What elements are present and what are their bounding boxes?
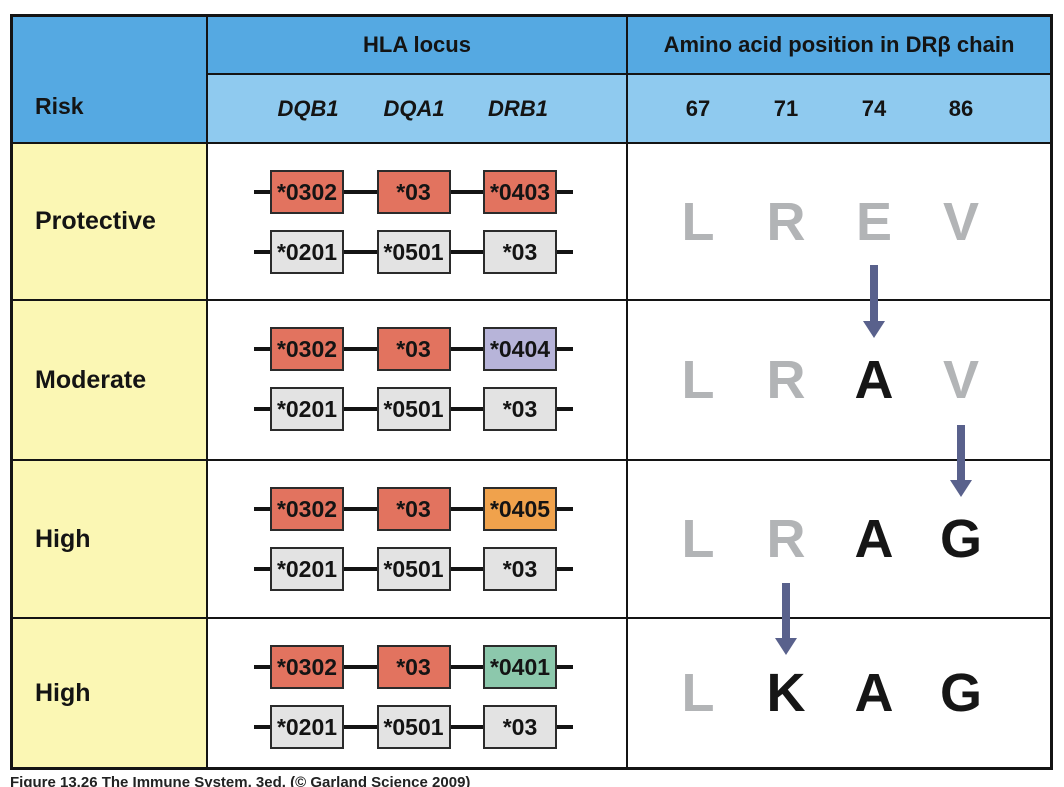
arrow-head-icon <box>950 480 972 497</box>
amino-acid-letter: R <box>766 350 806 410</box>
mutation-arrow-position-71 <box>775 583 797 655</box>
allele-box: *03 <box>483 230 557 274</box>
amino-acid-letter: L <box>681 350 715 410</box>
amino-position-header: Amino acid position in DRβ chain <box>628 17 1050 75</box>
allele-box: *0302 <box>270 170 344 214</box>
haplotype-top: *0302 *03 *0401 <box>254 645 573 689</box>
amino-acid-cell-high-2: L K A G <box>628 619 1050 767</box>
arrow-shaft <box>870 265 878 321</box>
risk-label: Protective <box>35 207 156 235</box>
allele-box: *0501 <box>376 705 451 749</box>
allele-box: *0401 <box>483 645 557 689</box>
risk-hla-table: Risk HLA locus Amino acid position in DR… <box>10 14 1053 770</box>
amino-acid-letter: V <box>942 350 980 410</box>
locus-label-drb1: DRB1 <box>488 95 548 121</box>
allele-box: *0501 <box>376 387 451 431</box>
allele-box: *03 <box>376 327 451 371</box>
risk-column-header: Risk <box>13 17 208 144</box>
allele-box: *0404 <box>483 327 557 371</box>
haplotype-bottom: *0201 *0501 *03 <box>254 387 573 431</box>
amino-acid-letter: A <box>854 663 894 723</box>
allele-box: *0501 <box>376 547 451 591</box>
hla-locus-header: HLA locus <box>208 17 628 75</box>
risk-label: Moderate <box>35 365 147 394</box>
amino-acid-letter: R <box>766 191 806 252</box>
haplotype-bottom: *0201 *0501 *03 <box>254 230 573 274</box>
allele-box: *03 <box>483 547 557 591</box>
amino-acid-letter: L <box>681 191 715 252</box>
haplotype-top: *0302 *03 *0404 <box>254 327 573 371</box>
amino-acid-letter: K <box>766 663 806 723</box>
allele-box: *0501 <box>376 230 451 274</box>
locus-label-dqa1: DQA1 <box>383 95 445 121</box>
risk-cell-protective: Protective <box>13 144 208 301</box>
amino-acid-letter: G <box>939 663 983 723</box>
allele-box: *0201 <box>270 705 344 749</box>
hla-locus-label: HLA locus <box>363 32 471 57</box>
allele-box: *0201 <box>270 387 344 431</box>
haplotype-cell-protective: *0302 *03 *0403 *0201 *0501 *03 <box>208 144 628 301</box>
haplotype-cell-high-2: *0302 *03 *0401 *0201 *0501 *03 <box>208 619 628 767</box>
arrow-head-icon <box>775 638 797 655</box>
amino-acid-letter: R <box>766 509 806 569</box>
haplotype-bottom: *0201 *0501 *03 <box>254 547 573 591</box>
arrow-shaft <box>782 583 790 638</box>
mutation-arrow-position-86 <box>950 425 972 497</box>
risk-label: High <box>35 524 91 553</box>
allele-box: *0302 <box>270 487 344 531</box>
haplotype-top: *0302 *03 *0403 <box>254 170 573 214</box>
allele-box: *03 <box>376 170 451 214</box>
haplotype-cell-high-1: *0302 *03 *0405 *0201 *0501 *03 <box>208 461 628 619</box>
amino-acid-letter: G <box>939 509 983 569</box>
amino-acid-cell-protective: L R E V <box>628 144 1050 301</box>
loci-subheader: DQB1 DQA1 DRB1 <box>208 75 628 144</box>
haplotype-cell-moderate: *0302 *03 *0404 *0201 *0501 *03 <box>208 301 628 461</box>
haplotype-bottom: *0201 *0501 *03 <box>254 705 573 749</box>
position-label-86: 86 <box>948 95 974 121</box>
amino-acid-letter: A <box>854 509 894 569</box>
risk-header-label: Risk <box>35 93 84 119</box>
positions-subheader: 67 71 74 86 <box>628 75 1050 144</box>
amino-acid-cell-high-1: L R A G <box>628 461 1050 619</box>
position-label-67: 67 <box>685 95 711 121</box>
locus-label-dqb1: DQB1 <box>277 95 339 121</box>
position-label-74: 74 <box>861 95 887 121</box>
allele-box: *03 <box>376 645 451 689</box>
arrow-shaft <box>957 425 965 480</box>
mutation-arrow-position-74 <box>863 265 885 338</box>
amino-position-label: Amino acid position in DRβ chain <box>663 32 1015 57</box>
allele-box: *0201 <box>270 230 344 274</box>
allele-box: *0201 <box>270 547 344 591</box>
allele-box: *0302 <box>270 327 344 371</box>
figure-caption: Figure 13.26 The Immune System, 3ed. (© … <box>10 774 471 787</box>
allele-box: *03 <box>483 705 557 749</box>
allele-box: *0302 <box>270 645 344 689</box>
amino-acid-cell-moderate: L R A V <box>628 301 1050 461</box>
allele-box: *03 <box>483 387 557 431</box>
risk-cell-high-2: High <box>13 619 208 767</box>
risk-cell-moderate: Moderate <box>13 301 208 461</box>
amino-acid-letter: A <box>854 350 894 410</box>
amino-acid-letter: L <box>681 509 715 569</box>
haplotype-top: *0302 *03 *0405 <box>254 487 573 531</box>
amino-acid-letter: E <box>855 191 893 252</box>
arrow-head-icon <box>863 321 885 338</box>
amino-acid-letter: L <box>681 663 715 723</box>
allele-box: *0405 <box>483 487 557 531</box>
amino-acid-letter: V <box>942 191 980 252</box>
risk-label: High <box>35 678 91 707</box>
position-label-71: 71 <box>773 95 799 121</box>
allele-box: *0403 <box>483 170 557 214</box>
risk-cell-high-1: High <box>13 461 208 619</box>
allele-box: *03 <box>376 487 451 531</box>
